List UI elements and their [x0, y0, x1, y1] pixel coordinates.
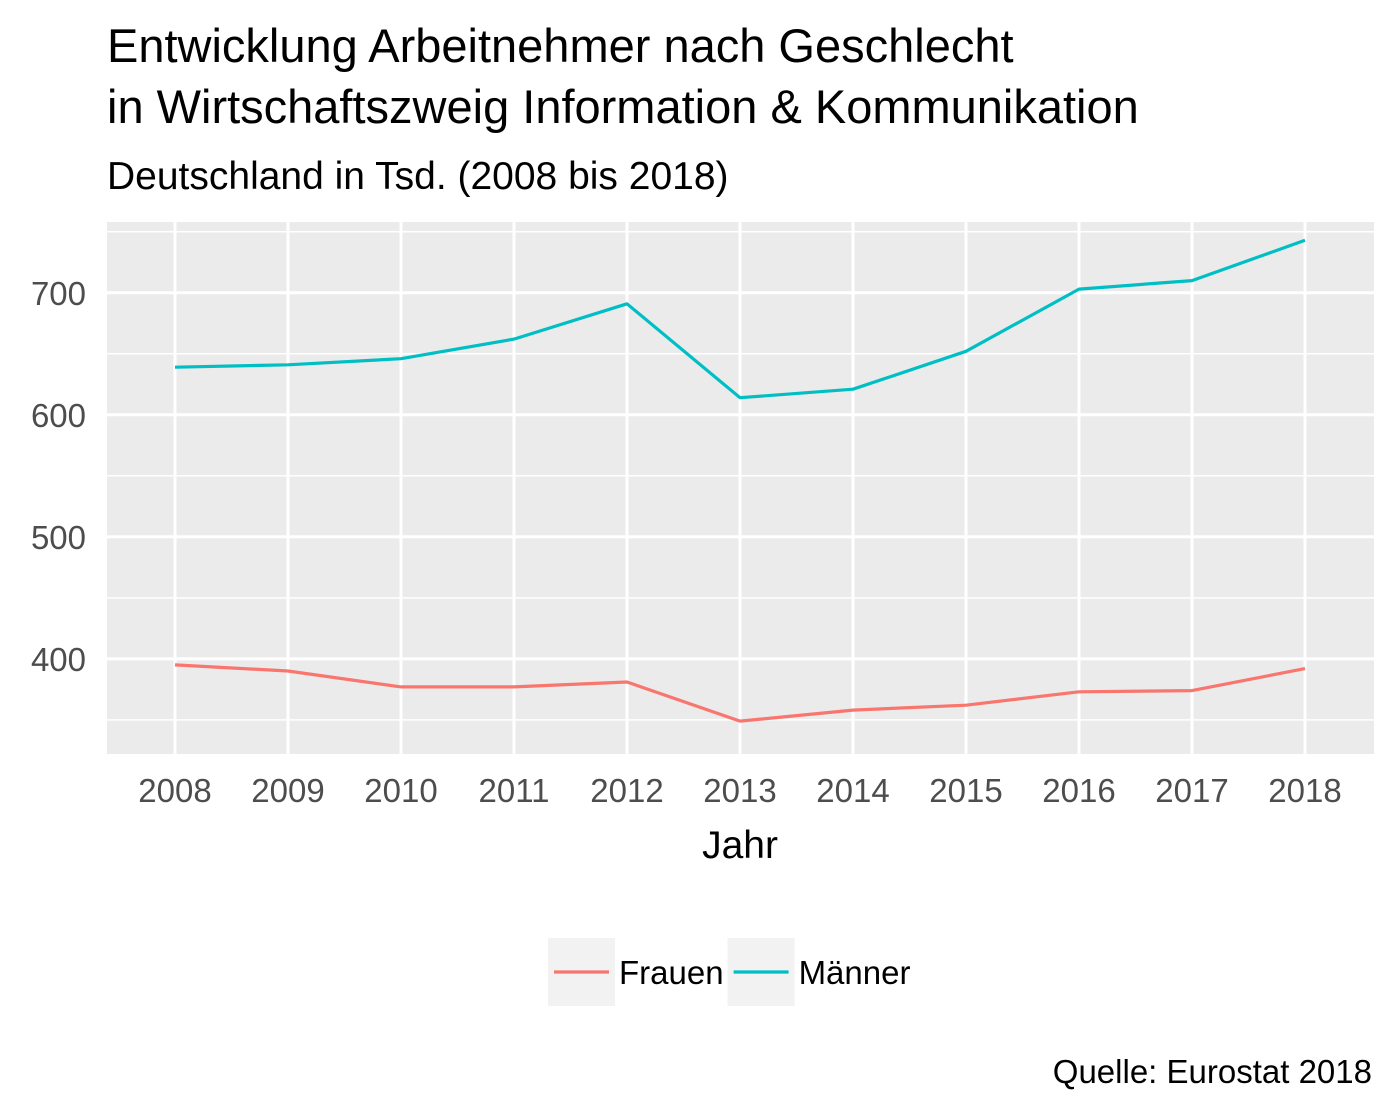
x-tick-label: 2015	[929, 772, 1002, 809]
chart-title-line-1: Entwicklung Arbeitnehmer nach Geschlecht	[107, 19, 1014, 72]
chart-title-line-2: in Wirtschaftszweig Information & Kommun…	[107, 80, 1139, 133]
series-lines	[174, 238, 1306, 723]
y-tick-label: 500	[31, 519, 86, 556]
x-axis: 2008 2009 2010 2011 2012 2013 2014 2015 2016 2017…	[138, 772, 1341, 809]
x-tick-label: 2009	[251, 772, 324, 809]
x-tick-label: 2011	[479, 772, 550, 809]
y-tick-label: 700	[31, 275, 86, 312]
y-axis: 400 500 600 700	[31, 275, 86, 678]
x-tick-label: 2017	[1155, 772, 1228, 809]
x-tick-label: 2010	[364, 772, 437, 809]
caption: Quelle: Eurostat 2018	[1053, 1053, 1372, 1090]
legend-label-männer: Männer	[799, 954, 911, 991]
x-tick-label: 2013	[703, 772, 776, 809]
x-tick-label: 2016	[1042, 772, 1115, 809]
series-line-männer	[174, 238, 1306, 400]
x-tick-label: 2012	[590, 772, 663, 809]
x-tick-label: 2014	[816, 772, 889, 809]
x-tick-label: 2018	[1268, 772, 1341, 809]
x-tick-label: 2008	[138, 772, 211, 809]
chart-subtitle: Deutschland in Tsd. (2008 bis 2018)	[107, 155, 729, 198]
y-tick-label: 600	[31, 397, 86, 434]
legend: Frauen Männer	[548, 938, 910, 1006]
series-line-frauen	[174, 663, 1306, 723]
major-gridlines	[107, 222, 1374, 754]
legend-label-frauen: Frauen	[619, 954, 724, 991]
x-axis-title: Jahr	[702, 824, 778, 867]
y-tick-label: 400	[31, 641, 86, 678]
